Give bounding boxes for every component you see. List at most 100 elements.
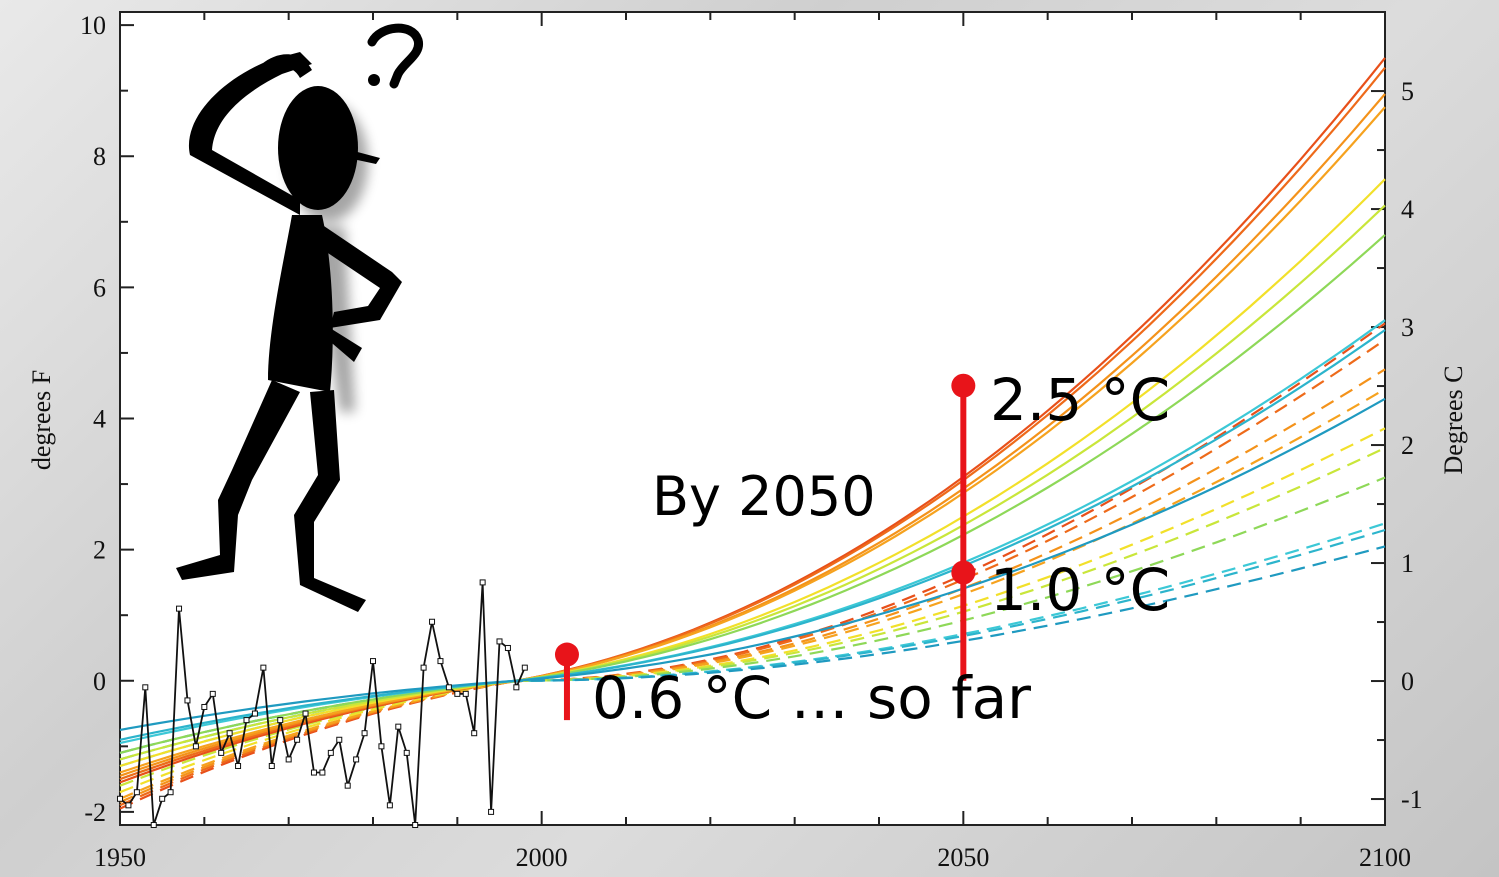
observed-point: [319, 769, 326, 776]
observed-point: [361, 730, 368, 737]
observed-point: [277, 717, 284, 724]
observed-point: [201, 703, 208, 710]
y-tick-label-left: -2: [84, 798, 106, 827]
observed-point: [260, 664, 267, 671]
observed-point: [285, 756, 292, 763]
projection-line-dashed: [119, 447, 1386, 787]
projection-line-solid: [119, 178, 1386, 768]
observed-point: [378, 743, 385, 750]
observed-point: [353, 756, 360, 763]
y-tick-label-left: 8: [93, 142, 106, 171]
observed-point: [167, 789, 174, 796]
observed-point: [294, 736, 301, 743]
observed-point: [471, 730, 478, 737]
observed-point: [454, 690, 461, 697]
projection-line-dashed: [119, 528, 1386, 761]
observed-point: [235, 762, 242, 769]
observed-point: [302, 710, 309, 717]
observed-point: [403, 749, 410, 756]
projection-lines: [119, 57, 1386, 810]
y-tick-label-left: 6: [93, 273, 106, 302]
y-tick-label-left: 0: [93, 667, 106, 696]
observed-point: [370, 658, 376, 665]
observed-point: [150, 822, 157, 828]
observed-point: [479, 579, 486, 586]
y-tick-label-right: 3: [1401, 313, 1414, 342]
x-tick-label: 2000: [516, 843, 568, 872]
marker-dot-1-0c: [951, 560, 976, 585]
projection-line-solid: [119, 93, 1386, 777]
observed-point: [462, 690, 469, 697]
projection-line-dashed: [119, 338, 1386, 807]
observed-point: [327, 749, 334, 756]
observed-point: [437, 658, 444, 665]
y-tick-label-right: 1: [1401, 549, 1414, 578]
projection-line-dashed: [119, 427, 1386, 794]
y-tick-label-left: 2: [93, 536, 106, 565]
annotation-by-2050: By 2050: [652, 465, 876, 528]
observed-point: [513, 684, 520, 691]
y-tick-label-left: 10: [80, 11, 106, 40]
annotation-2-5c: 2.5 °C: [990, 366, 1170, 434]
observed-point: [184, 697, 191, 704]
y-axis-label-left: degrees F: [27, 370, 56, 470]
y-tick-label-right: 2: [1401, 431, 1414, 460]
projection-line-dashed: [119, 322, 1386, 810]
observed-point: [488, 808, 495, 815]
x-tick-label: 2050: [937, 843, 989, 872]
y-tick-label-left: 4: [93, 405, 106, 434]
projection-line-solid: [119, 329, 1386, 741]
annotation-so-far: 0.6 °C … so far: [592, 664, 1031, 732]
projection-line-solid: [119, 319, 1386, 745]
marker-dot-so-far: [554, 642, 579, 667]
observed-point: [125, 802, 132, 809]
temperature-markers: [554, 373, 976, 721]
projection-line-solid: [119, 67, 1386, 781]
observed-point: [192, 743, 199, 750]
projection-line-solid: [119, 397, 1386, 731]
thinking-figure-icon: [176, 23, 424, 612]
y-tick-label-right: -1: [1401, 785, 1423, 814]
y-tick-label-right: 5: [1401, 77, 1414, 106]
observed-point: [496, 638, 503, 645]
observed-point: [226, 730, 233, 737]
y-axis-label-right: Degrees C: [1439, 365, 1468, 474]
projection-line-solid: [119, 57, 1386, 784]
observed-point: [268, 762, 275, 769]
observed-point: [159, 795, 166, 802]
projection-line-solid: [119, 234, 1386, 754]
observed-point: [429, 618, 436, 625]
tick-labels: 1950 2000 2050 2100 -2 0 2 4 6 8 10 -1 0 1 2 3 4 5: [80, 11, 1423, 872]
y-tick-label-right: 0: [1401, 667, 1414, 696]
x-tick-label: 2100: [1359, 843, 1411, 872]
observed-point: [133, 789, 140, 796]
annotation-1-0c: 1.0 °C: [990, 556, 1170, 624]
observed-point: [344, 782, 351, 789]
observed-point: [395, 723, 402, 730]
projection-line-solid: [119, 106, 1386, 774]
observed-point: [386, 802, 393, 809]
projection-line-dashed: [119, 368, 1386, 804]
projection-line-dashed: [119, 388, 1386, 800]
observed-point: [142, 684, 149, 691]
observed-line: [117, 579, 528, 828]
observed-point: [209, 690, 216, 697]
observed-point: [251, 710, 258, 717]
projection-line-dashed: [119, 545, 1386, 754]
projection-line-solid: [119, 204, 1386, 761]
observed-point: [445, 684, 452, 691]
observed-point: [243, 717, 250, 724]
observed-point: [218, 749, 225, 756]
observed-point: [504, 644, 511, 651]
y-tick-label-right: 4: [1401, 195, 1414, 224]
marker-dot-2-5c: [951, 373, 976, 398]
x-tick-label: 1950: [94, 843, 146, 872]
observed-point: [420, 664, 427, 671]
observed-point: [336, 736, 343, 743]
observed-point: [176, 605, 183, 612]
observed-point: [412, 822, 419, 828]
axis-ticks: [119, 12, 1386, 825]
observed-point: [521, 664, 528, 671]
observed-point: [117, 795, 123, 802]
